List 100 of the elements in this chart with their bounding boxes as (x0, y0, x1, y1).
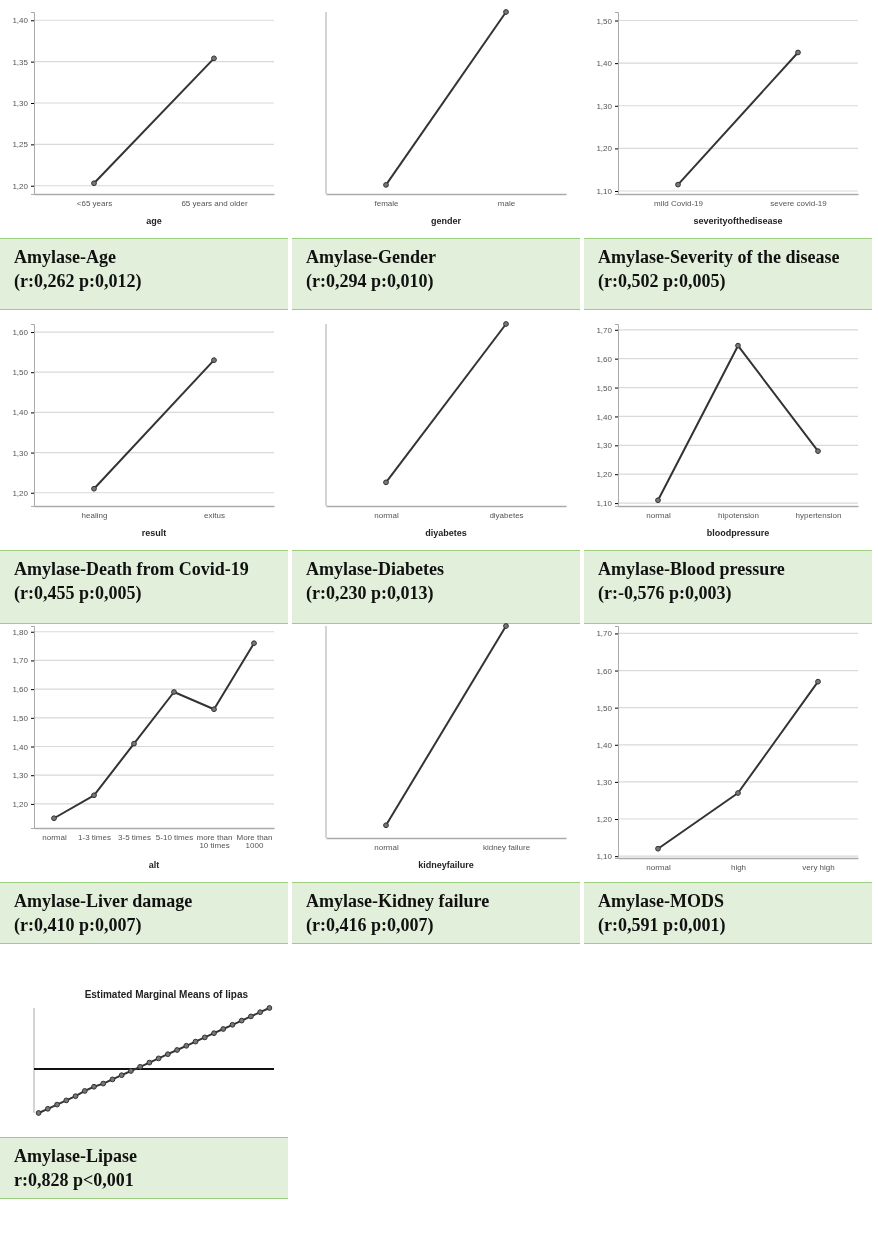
text: Amylase-Age (14, 246, 117, 269)
y-tick-label: 1,20 (596, 144, 613, 154)
point (63, 1097, 70, 1104)
text: (r:0,294 p:0,010) (306, 270, 435, 293)
text: r:0,828 p<0,001 (14, 1169, 135, 1192)
x-axis-title: diyabetes (425, 528, 467, 538)
x-tick-label: exitus (204, 510, 225, 520)
y-tick-label: 1,60 (12, 685, 29, 695)
point (81, 1088, 88, 1094)
point (131, 740, 137, 747)
y-tick-label: 1,30 (12, 448, 29, 458)
point (735, 790, 741, 796)
text: Amylase-Liver damage (14, 890, 194, 913)
text: (r:0,502 p:0,005) (598, 270, 727, 293)
x-tick-label: normal (42, 832, 67, 842)
text: (r:0,262 p:0,012) (14, 270, 143, 293)
x-tick-label: healing (81, 510, 108, 520)
x-axis-title: bloodpressure (706, 528, 770, 538)
point (128, 1068, 134, 1074)
y-tick-label: 1,40 (12, 16, 29, 26)
point (815, 448, 821, 454)
x-tick-label: normal (646, 510, 671, 520)
y-tick-label: 1,60 (596, 354, 613, 364)
x-axis-title: gender (430, 216, 462, 226)
point (238, 1017, 245, 1024)
point (174, 1047, 180, 1053)
y-tick-label: 1,80 (12, 627, 29, 637)
point (251, 640, 257, 647)
y-tick-label: 1,40 (596, 412, 613, 422)
text: Amylase-MODS (598, 890, 725, 913)
y-tick-label: 1,30 (596, 101, 613, 111)
x-tick-label: normal (646, 862, 671, 872)
point (211, 706, 217, 713)
x-tick-label: hipotension (718, 510, 759, 520)
point (229, 1021, 236, 1028)
point (54, 1101, 60, 1108)
point (109, 1076, 116, 1083)
point (51, 815, 57, 822)
y-tick-label: 1,40 (596, 740, 613, 750)
text: (r:-0,576 p:0,003) (598, 582, 733, 605)
y-tick-label: 1,70 (12, 656, 29, 666)
y-tick-label: 1,50 (12, 713, 29, 723)
y-tick-label: 1,60 (12, 328, 29, 338)
x-axis-title: alt (148, 860, 160, 870)
y-tick-label: 1,50 (596, 383, 613, 393)
y-tick-label: 1,40 (596, 59, 613, 69)
y-tick-label: 1,50 (596, 16, 613, 26)
point (137, 1063, 144, 1070)
point (266, 1005, 273, 1011)
text: Amylase-Lipase (14, 1145, 138, 1168)
y-tick-label: 1,70 (596, 325, 613, 335)
y-tick-label: 1,30 (12, 771, 29, 781)
point (192, 1038, 199, 1045)
y-tick-label: 1,60 (596, 666, 613, 676)
x-tick-label: more than 10 times (196, 832, 233, 851)
y-tick-label: 1,50 (12, 368, 29, 378)
x-tick-label: 65 years and older (181, 198, 248, 208)
x-tick-label: very high (802, 862, 835, 872)
x-tick-label: 5-10 times (155, 832, 194, 842)
point (146, 1059, 153, 1066)
x-tick-label: normal (374, 510, 399, 520)
text: Amylase-Blood pressure (598, 558, 786, 581)
x-axis-title: severityofthedisease (693, 216, 783, 226)
x-tick-label: mild Covid-19 (654, 198, 704, 208)
point (155, 1055, 162, 1062)
text: (r:0,410 p:0,007) (14, 914, 143, 937)
x-tick-label: normal (374, 842, 399, 852)
x-tick-label: 3-5 times (118, 832, 151, 842)
point (201, 1034, 208, 1041)
y-tick-label: 1,25 (12, 140, 29, 150)
y-tick-label: 1,20 (12, 488, 29, 498)
point (220, 1026, 227, 1032)
y-tick-label: 1,10 (596, 852, 613, 862)
point (100, 1080, 107, 1087)
x-tick-label: female (374, 198, 400, 208)
y-tick-label: 1,20 (12, 799, 29, 809)
y-tick-label: 1,30 (596, 777, 613, 787)
y-tick-label: 1,10 (596, 187, 613, 197)
point (91, 792, 97, 799)
x-tick-label: <65 years (76, 198, 113, 208)
text: (r:0,416 p:0,007) (306, 914, 435, 937)
y-tick-label: 1,70 (596, 629, 613, 639)
point (91, 1083, 97, 1090)
text: Amylase-Diabetes (306, 558, 445, 581)
x-tick-label: male (497, 198, 516, 208)
x-axis-title: kidneyfailure (418, 860, 474, 870)
y-tick-label: 1,30 (12, 99, 29, 109)
text: (r:0,455 p:0,005) (14, 582, 143, 605)
point (44, 1105, 51, 1112)
text: Amylase-Death from Covid-19 (14, 558, 250, 581)
point (735, 342, 741, 349)
x-tick-label: diyabetes (489, 510, 524, 520)
y-tick-label: 1,35 (12, 57, 29, 67)
x-tick-label: 1-3 times (78, 832, 111, 842)
text: Amylase-Kidney failure (306, 890, 491, 913)
point (257, 1009, 264, 1016)
point (72, 1093, 79, 1100)
y-tick-label: 1,20 (12, 181, 29, 191)
y-tick-label: 1,10 (596, 499, 613, 509)
x-tick-label: high (730, 862, 747, 872)
